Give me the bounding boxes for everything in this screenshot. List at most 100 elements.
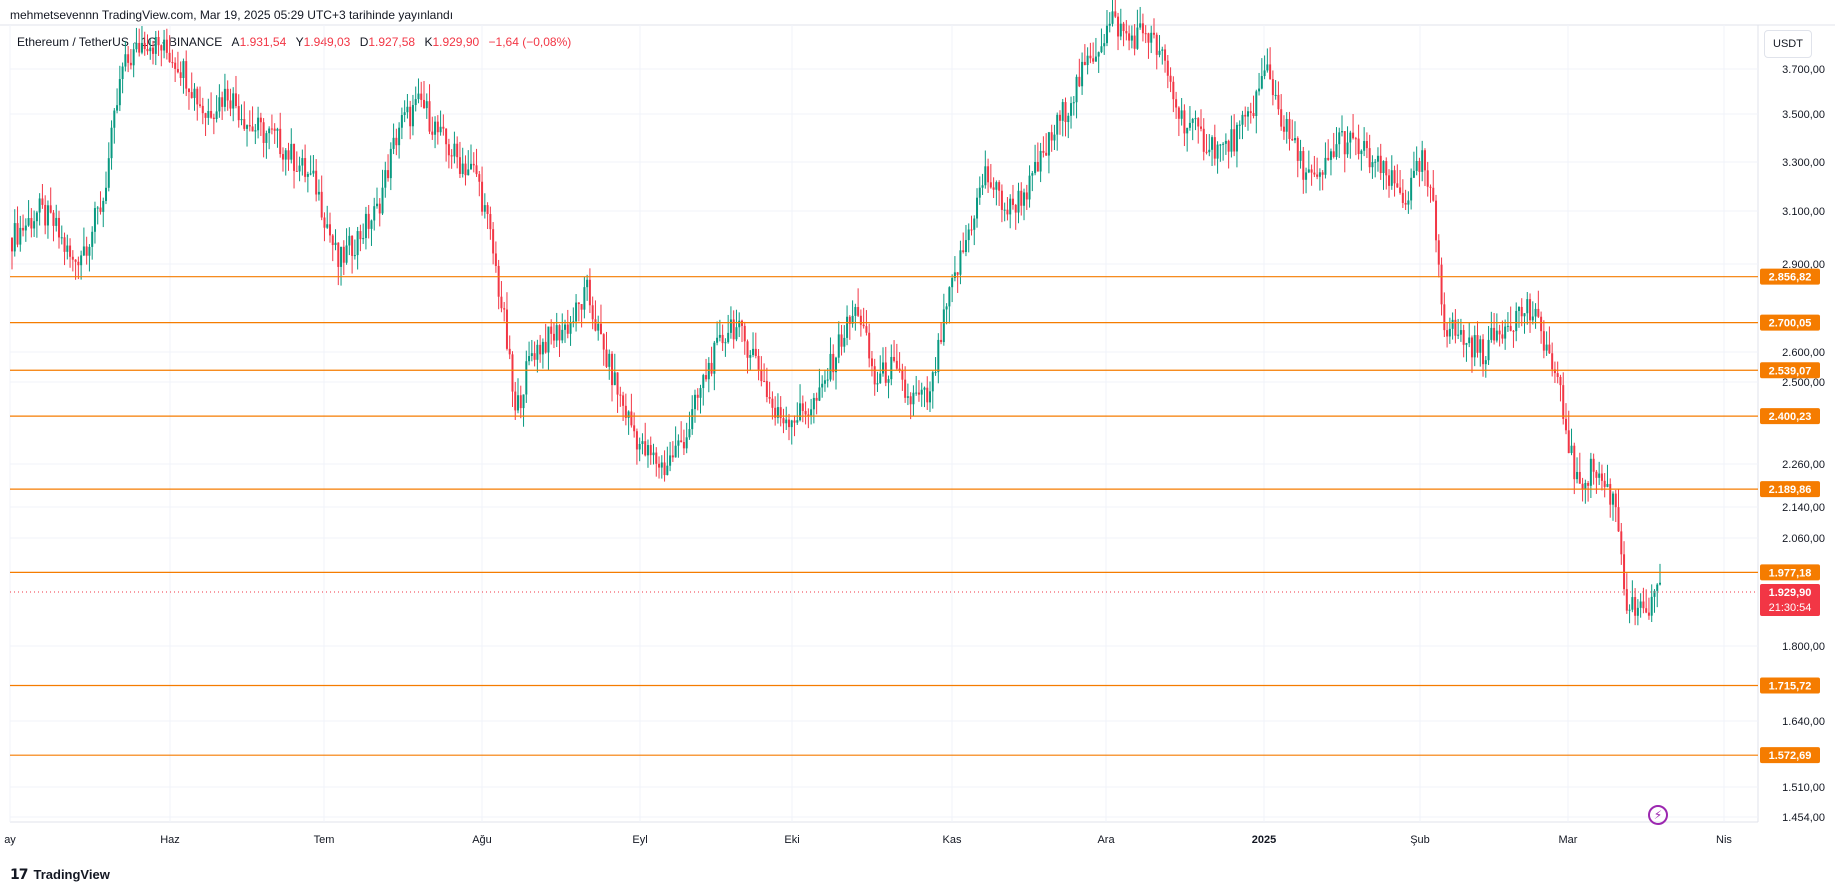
candle-body [13, 223, 16, 252]
candle-body [138, 42, 141, 53]
candle-body [1260, 76, 1263, 89]
candle-body [287, 150, 290, 160]
candle-body [920, 389, 923, 395]
x-tick-label: Nis [1716, 834, 1732, 846]
candle-body [1141, 23, 1144, 34]
candle-body [613, 372, 616, 386]
candle-body [1034, 161, 1037, 174]
candle-body [1506, 325, 1509, 327]
candle-body [1266, 64, 1269, 71]
candle-body [121, 66, 124, 80]
candle-body [1495, 330, 1498, 341]
candle-body [281, 154, 284, 160]
candle-body [1440, 264, 1443, 305]
candle-body [1551, 353, 1554, 370]
y-tick-label: 1.454,00 [1782, 812, 1825, 824]
candle-body [226, 88, 229, 101]
candle-body [1039, 150, 1042, 172]
candle-body [337, 242, 340, 267]
candle-body [251, 126, 254, 132]
candle-body [533, 353, 536, 360]
candle-body [1072, 102, 1075, 104]
candle-body [475, 165, 478, 175]
candle-body [431, 131, 434, 135]
candle-body [671, 455, 674, 458]
candle-body [1094, 56, 1097, 62]
candle-body [873, 366, 876, 385]
candle-body [859, 315, 862, 325]
candle-body [450, 155, 453, 157]
candle-body [732, 319, 735, 340]
candle-body [821, 383, 824, 388]
candle-body [82, 246, 85, 256]
candle-body [1498, 330, 1501, 335]
candle-body [500, 296, 503, 309]
candle-body [1650, 596, 1653, 616]
candle-body [439, 126, 442, 133]
candle-body [505, 309, 508, 349]
candle-body [1357, 138, 1360, 155]
candle-body [1058, 114, 1061, 121]
candle-body [38, 198, 41, 213]
candle-body [1053, 134, 1056, 141]
candle-body [1473, 335, 1476, 358]
candle-body [663, 462, 666, 476]
candle-body [1105, 25, 1108, 44]
y-tick-label: 2.500,00 [1782, 377, 1825, 389]
candle-body [508, 348, 511, 355]
candle-body [185, 61, 188, 89]
candle-body [146, 49, 149, 52]
candle-body [334, 242, 337, 246]
candle-body [1307, 169, 1310, 173]
candle-body [1515, 310, 1518, 332]
candle-body [649, 445, 652, 456]
candle-body [633, 425, 636, 432]
candle-body [702, 375, 705, 389]
candle-body [497, 265, 500, 297]
lightning-icon[interactable]: ⚡ [1648, 805, 1668, 825]
candle-body [519, 395, 522, 409]
candle-body [1349, 132, 1352, 143]
candle-body [735, 327, 738, 340]
candle-body [823, 380, 826, 384]
candle-body [503, 308, 506, 310]
level-price-label: 2.400,23 [1769, 411, 1812, 423]
level-price-label: 2.539,07 [1769, 365, 1812, 377]
candle-body [11, 237, 13, 252]
candle-body [187, 88, 190, 93]
candle-body [729, 319, 732, 333]
candle-body [1520, 306, 1523, 317]
candle-body [1224, 140, 1227, 144]
symbol-name[interactable]: Ethereum / TetherUS [17, 35, 129, 49]
x-tick-label: Şub [1410, 834, 1430, 846]
candle-body [1003, 209, 1006, 211]
candle-body [1343, 131, 1346, 155]
candle-body [353, 255, 356, 257]
candle-body [356, 231, 359, 256]
candle-body [964, 240, 967, 253]
candle-body [624, 405, 627, 418]
candle-body [987, 166, 990, 183]
candle-body [904, 379, 907, 398]
candle-body [1589, 458, 1592, 486]
candle-body [381, 187, 384, 214]
candle-body [998, 182, 1001, 191]
candle-body [685, 437, 688, 449]
candle-body [1376, 155, 1379, 162]
candle-body [315, 170, 318, 195]
candle-body [16, 223, 19, 245]
currency-selector[interactable]: USDT [1764, 30, 1812, 58]
candle-body [210, 110, 213, 118]
candle-body [46, 205, 49, 226]
close-label: K [424, 35, 433, 49]
candle-body [588, 279, 591, 306]
candle-body [743, 325, 746, 342]
candle-body [854, 307, 857, 316]
candle-body [1639, 601, 1642, 608]
candle-body [27, 218, 30, 226]
countdown-label: 21:30:54 [1769, 602, 1812, 614]
candle-body [967, 229, 970, 241]
candle-body [660, 462, 663, 468]
candle-body [1653, 590, 1656, 597]
